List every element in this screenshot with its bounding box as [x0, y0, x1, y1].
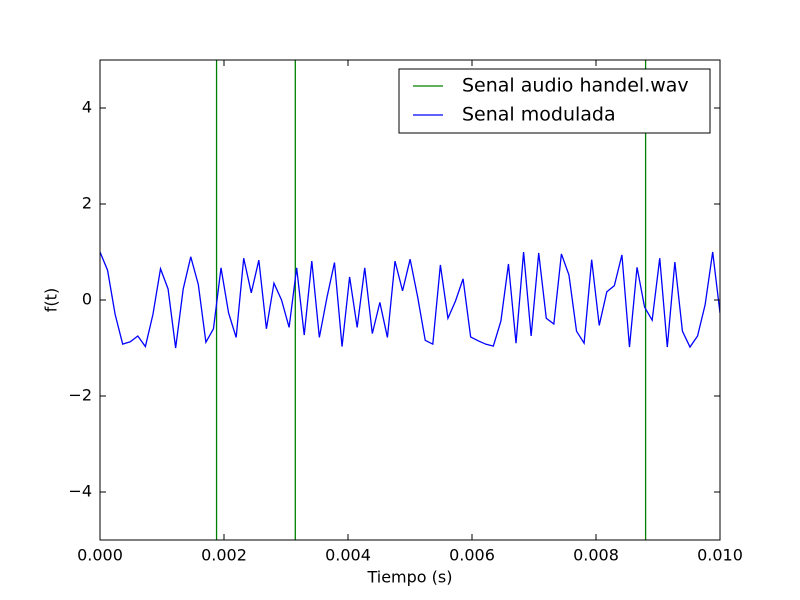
- series-line: [100, 251, 720, 349]
- x-tick-label: 0.006: [449, 546, 495, 565]
- x-tick-label: 0.000: [77, 546, 123, 565]
- y-tick-label: 4: [82, 98, 92, 117]
- y-tick-label: −4: [68, 482, 92, 501]
- legend-box: [398, 68, 711, 134]
- x-tick-label: 0.002: [201, 546, 247, 565]
- x-tick-label: 0.010: [697, 546, 743, 565]
- x-tick-label: 0.008: [573, 546, 619, 565]
- legend-label: Senal modulada: [462, 104, 616, 126]
- x-axis-label: Tiempo (s): [366, 568, 452, 587]
- x-tick-label: 0.004: [325, 546, 371, 565]
- y-axis-label: f(t): [42, 288, 61, 312]
- y-tick-label: 0: [82, 290, 92, 309]
- y-tick-label: 2: [82, 194, 92, 213]
- y-tick-label: −2: [68, 386, 92, 405]
- legend-label: Senal audio handel.wav: [462, 75, 689, 97]
